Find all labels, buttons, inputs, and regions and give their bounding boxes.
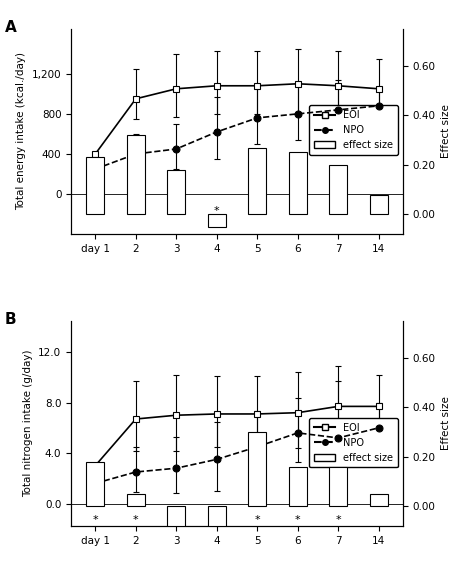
Bar: [167, 170, 185, 214]
Bar: [370, 494, 388, 506]
Text: *: *: [295, 515, 301, 525]
Text: *: *: [133, 205, 138, 216]
Text: *: *: [255, 515, 260, 525]
Text: *: *: [295, 205, 301, 216]
Bar: [167, 506, 185, 531]
Text: *: *: [92, 515, 98, 525]
Text: *: *: [376, 205, 382, 216]
Y-axis label: Total nitrogen intake (g/day): Total nitrogen intake (g/day): [23, 349, 33, 497]
Bar: [127, 135, 145, 214]
Y-axis label: Total energy intake (kcal./day): Total energy intake (kcal./day): [16, 53, 26, 210]
Text: B: B: [5, 312, 17, 327]
Legend: EOI, NPO, effect size: EOI, NPO, effect size: [309, 418, 398, 467]
Bar: [289, 153, 307, 214]
Text: A: A: [5, 21, 17, 35]
Text: *: *: [92, 205, 98, 216]
Bar: [86, 157, 104, 214]
Y-axis label: Effect size: Effect size: [441, 396, 451, 450]
Bar: [208, 214, 226, 227]
Bar: [370, 194, 388, 214]
Bar: [289, 467, 307, 506]
Legend: EOI, NPO, effect size: EOI, NPO, effect size: [309, 105, 398, 155]
Bar: [208, 506, 226, 569]
Bar: [248, 148, 266, 214]
Text: *: *: [336, 515, 341, 525]
Text: *: *: [173, 205, 179, 216]
Bar: [329, 165, 347, 214]
Bar: [127, 494, 145, 506]
Bar: [86, 462, 104, 506]
Text: *: *: [173, 515, 179, 525]
Text: *: *: [214, 205, 219, 216]
Text: *: *: [336, 205, 341, 216]
Bar: [329, 467, 347, 506]
Text: *: *: [133, 515, 138, 525]
Y-axis label: Effect size: Effect size: [441, 105, 451, 158]
Bar: [248, 432, 266, 506]
Text: *: *: [214, 515, 219, 525]
Text: *: *: [255, 205, 260, 216]
